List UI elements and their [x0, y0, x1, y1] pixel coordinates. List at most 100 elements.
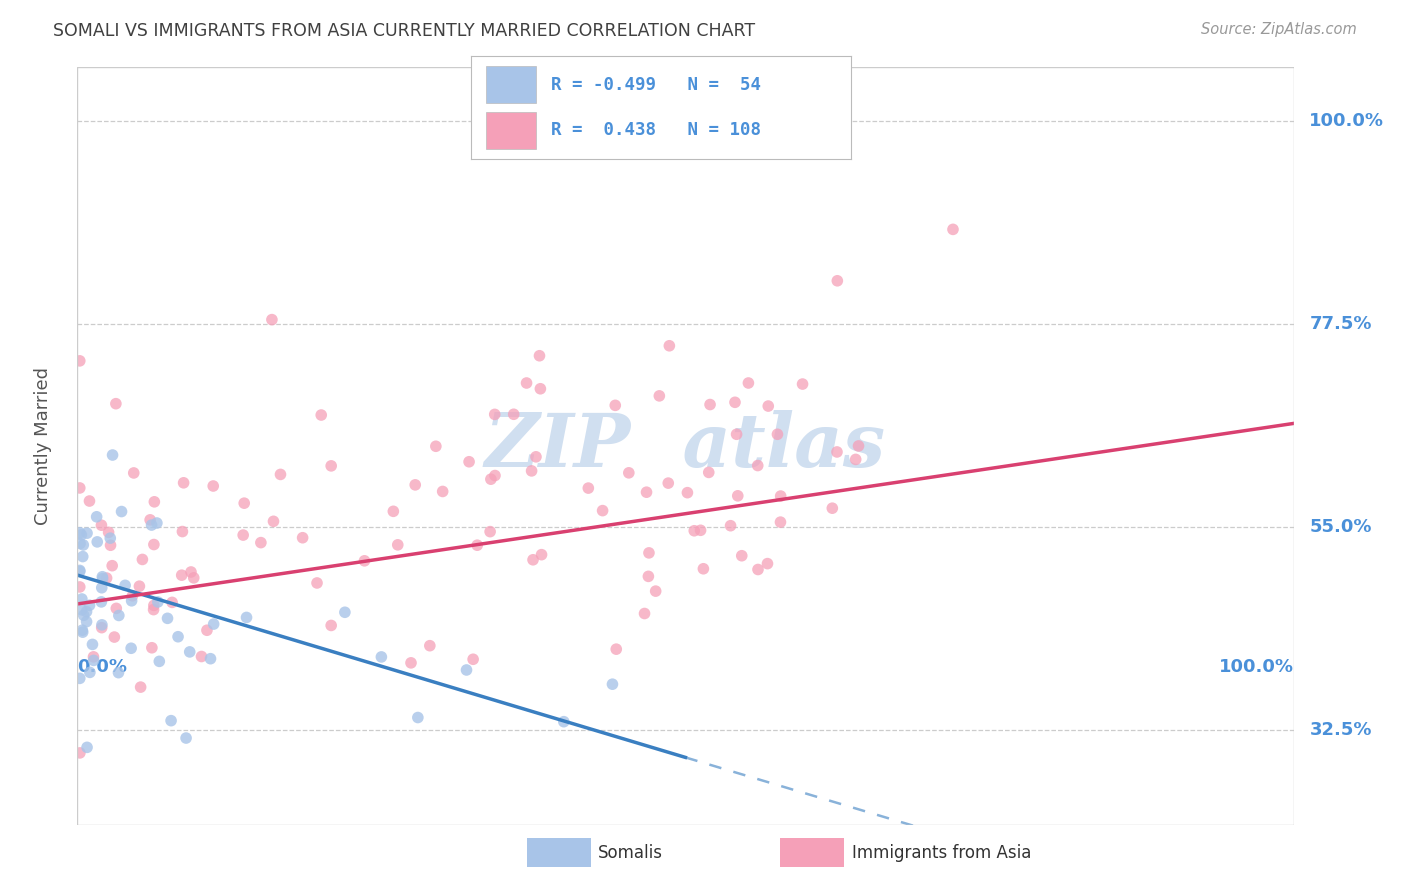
Point: [309, 408, 332, 422]
Point: [73, 608, 96, 623]
Text: 100.0%: 100.0%: [1309, 112, 1385, 130]
Point: [792, 377, 814, 392]
Point: [747, 458, 769, 473]
Point: [82, 637, 104, 651]
Point: [72, 549, 94, 564]
Point: [263, 514, 285, 528]
Text: Somalis: Somalis: [598, 844, 662, 862]
Text: 77.5%: 77.5%: [1309, 315, 1372, 333]
Point: [602, 677, 624, 691]
Point: [321, 618, 343, 632]
Point: [139, 513, 162, 527]
Point: [524, 450, 547, 464]
Text: Currently Married: Currently Married: [34, 367, 52, 525]
Point: [825, 445, 848, 459]
Point: [769, 489, 792, 503]
Point: [76, 615, 98, 629]
FancyBboxPatch shape: [486, 67, 536, 103]
Point: [260, 312, 283, 326]
Point: [146, 595, 169, 609]
Point: [827, 274, 849, 288]
Point: [72, 625, 94, 640]
Point: [100, 538, 122, 552]
Text: SOMALI VS IMMIGRANTS FROM ASIA CURRENTLY MARRIED CORRELATION CHART: SOMALI VS IMMIGRANTS FROM ASIA CURRENTLY…: [53, 22, 755, 40]
Point: [101, 448, 124, 462]
Point: [96, 571, 118, 585]
Point: [70, 528, 93, 542]
Point: [419, 639, 441, 653]
Point: [69, 563, 91, 577]
Text: ZIP  atlas: ZIP atlas: [485, 409, 886, 483]
Point: [370, 649, 392, 664]
Point: [69, 536, 91, 550]
Point: [128, 579, 150, 593]
Point: [845, 452, 868, 467]
Text: 32.5%: 32.5%: [1309, 722, 1372, 739]
Point: [689, 524, 711, 538]
Point: [432, 484, 454, 499]
Point: [676, 485, 699, 500]
Point: [91, 570, 114, 584]
Point: [90, 618, 112, 632]
Point: [516, 376, 538, 390]
Point: [724, 395, 747, 409]
Point: [200, 651, 222, 665]
Point: [637, 569, 659, 583]
Point: [90, 581, 112, 595]
Point: [82, 649, 104, 664]
Point: [156, 611, 179, 625]
Text: R = -0.499   N =  54: R = -0.499 N = 54: [551, 76, 761, 94]
Point: [148, 654, 170, 668]
Point: [657, 476, 679, 491]
Point: [465, 538, 488, 552]
Point: [747, 562, 769, 576]
Point: [69, 481, 91, 495]
Point: [484, 468, 506, 483]
Point: [404, 478, 426, 492]
Point: [105, 601, 128, 615]
Point: [98, 531, 121, 545]
Point: [636, 485, 658, 500]
Point: [727, 489, 749, 503]
Point: [72, 538, 94, 552]
Point: [142, 602, 165, 616]
Point: [141, 640, 163, 655]
Point: [69, 565, 91, 579]
Point: [183, 571, 205, 585]
Point: [617, 466, 640, 480]
Point: [90, 518, 112, 533]
Point: [232, 528, 254, 542]
Point: [638, 546, 661, 560]
Point: [387, 538, 409, 552]
Point: [121, 589, 143, 603]
Point: [90, 621, 112, 635]
Point: [86, 509, 108, 524]
Point: [104, 397, 127, 411]
Point: [79, 599, 101, 613]
Point: [502, 407, 524, 421]
Point: [170, 568, 193, 582]
Point: [658, 339, 681, 353]
Point: [269, 467, 291, 482]
Point: [69, 354, 91, 368]
Point: [70, 592, 93, 607]
Point: [456, 663, 478, 677]
Point: [725, 427, 748, 442]
Point: [121, 594, 143, 608]
Point: [142, 599, 165, 613]
Point: [683, 524, 706, 538]
Point: [180, 565, 202, 579]
Point: [592, 503, 614, 517]
Point: [553, 714, 575, 729]
Point: [103, 630, 125, 644]
Point: [97, 525, 120, 540]
Point: [737, 376, 759, 390]
Text: 55.0%: 55.0%: [1309, 518, 1372, 536]
Point: [70, 603, 93, 617]
Point: [79, 494, 101, 508]
Point: [160, 714, 183, 728]
Point: [699, 398, 721, 412]
Point: [167, 630, 190, 644]
Point: [143, 495, 166, 509]
Point: [484, 408, 506, 422]
